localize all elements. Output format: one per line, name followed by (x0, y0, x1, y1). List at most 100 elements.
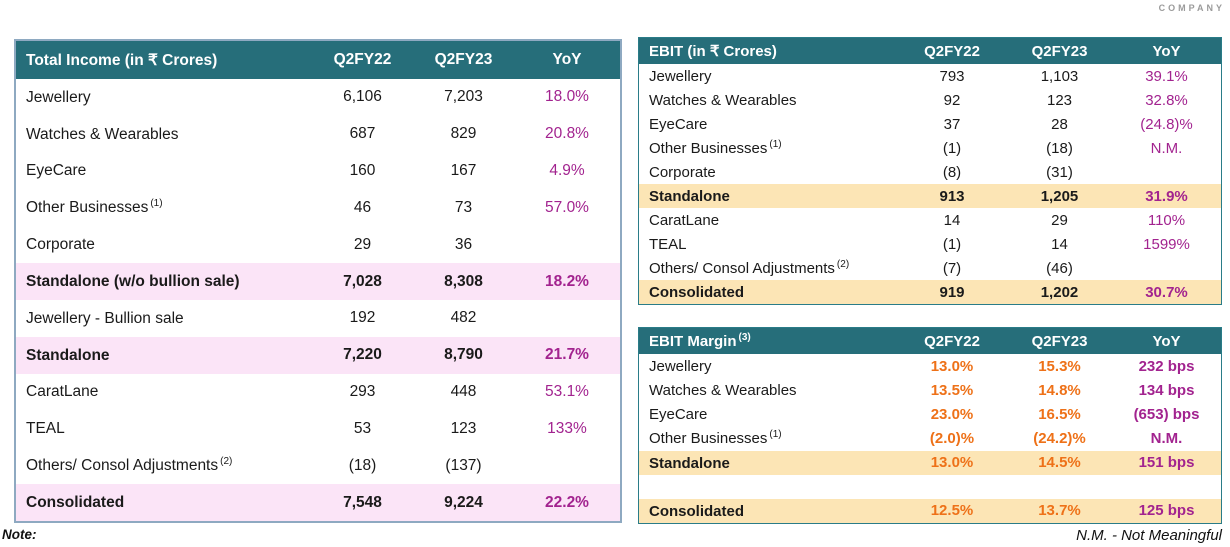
table-row: EyeCare 23.0% 16.5% (653) bps (639, 402, 1221, 427)
q2fy23-value: 36 (454, 235, 473, 253)
yoy-value: 22.2% (545, 493, 589, 511)
q2fy22-value: 23.0% (930, 405, 974, 423)
q2fy23-value: 29 (1051, 211, 1068, 229)
yoy-value: (653) bps (1133, 405, 1200, 423)
row-label: Consolidated (649, 284, 745, 301)
yoy-value: 20.8% (545, 125, 589, 143)
row-label: TEAL (26, 420, 65, 438)
footnote-marker: (2) (836, 259, 850, 270)
column-header-q2fy23: Q2FY23 (1031, 42, 1088, 60)
table-row-consolidated: Consolidated 7,548 9,224 22.2% (16, 484, 620, 521)
note-label: Note: (2, 527, 37, 542)
footnote-marker: (1) (769, 429, 782, 441)
q2fy22-value: (7) (942, 259, 962, 277)
column-header-q2fy22: Q2FY22 (333, 51, 392, 68)
table-row: Other Businesses (1) (1) (18) N.M. (639, 136, 1221, 160)
q2fy23-value: 829 (450, 125, 477, 143)
table-row: Watches & Wearables 687 829 20.8% (16, 115, 620, 153)
footnote-marker: (1) (769, 139, 782, 150)
q2fy23-value: 167 (450, 162, 477, 180)
yoy-value: 39.1% (1145, 67, 1188, 85)
table-title: EBIT (in ₹ Crores) (649, 43, 777, 60)
q2fy23-value: 7,203 (444, 88, 483, 106)
table-row: Other Businesses (1) (2.0)% (24.2)% N.M. (639, 426, 1221, 451)
table-row: EyeCare 160 167 4.9% (16, 152, 620, 190)
table-row-consolidated: Consolidated 919 1,202 30.7% (639, 280, 1221, 304)
footnote-marker: (3) (738, 332, 751, 343)
table-row: TEAL (1) 14 1599% (639, 232, 1221, 256)
ebit-table-header: EBIT (in ₹ Crores) Q2FY22 Q2FY23 YoY (639, 38, 1221, 64)
q2fy23-value: 1,103 (1040, 67, 1079, 85)
total-income-table: Total Income (in ₹ Crores) Q2FY22 Q2FY23… (14, 39, 622, 523)
yoy-value: 134 bps (1138, 381, 1195, 399)
q2fy22-value: (18) (348, 456, 377, 474)
row-label: Jewellery (649, 68, 712, 85)
q2fy23-value: (46) (1046, 259, 1073, 277)
row-label: EyeCare (26, 162, 87, 180)
table-title: Total Income (in ₹ Crores) (26, 51, 218, 69)
q2fy22-value: 7,028 (343, 272, 382, 290)
q2fy22-value: 6,106 (343, 88, 382, 106)
yoy-value: 151 bps (1138, 454, 1195, 472)
table-row-empty (639, 474, 1221, 499)
row-label: Watches & Wearables (649, 382, 797, 400)
yoy-value: 53.1% (545, 383, 589, 401)
q2fy22-value: 12.5% (930, 502, 974, 520)
row-label: Jewellery (26, 88, 91, 106)
row-label: Jewellery (649, 358, 712, 376)
row-label: EyeCare (649, 116, 708, 133)
q2fy23-value: 123 (450, 419, 477, 437)
row-label: Others/ Consol Adjustments (2) (26, 456, 233, 475)
q2fy23-value: 14.5% (1038, 454, 1081, 472)
yoy-value: 57.0% (545, 198, 589, 216)
column-header-yoy: YoY (1152, 332, 1181, 350)
table-row: Jewellery 6,106 7,203 18.0% (16, 79, 620, 116)
row-label: CaratLane (649, 212, 720, 229)
q2fy22-value: 46 (353, 198, 372, 216)
yoy-value: 133% (547, 419, 587, 437)
column-header-q2fy22: Q2FY22 (924, 42, 980, 60)
q2fy23-value: (137) (445, 456, 482, 474)
q2fy22-value: 13.0% (930, 454, 974, 472)
q2fy23-value: 1,205 (1040, 187, 1079, 205)
q2fy22-value: 7,220 (343, 346, 382, 364)
q2fy22-value: 13.5% (930, 381, 974, 399)
q2fy22-value: 53 (353, 419, 372, 437)
row-label: Corporate (649, 164, 716, 181)
yoy-value: N.M. (1150, 139, 1183, 157)
row-label: TEAL (649, 236, 687, 253)
q2fy23-value: 448 (450, 383, 477, 401)
table-row-consolidated: Consolidated 12.5% 13.7% 125 bps (639, 498, 1221, 523)
q2fy23-value: 14.8% (1038, 381, 1081, 399)
column-header-yoy: YoY (552, 51, 582, 68)
yoy-value: 18.0% (545, 88, 589, 106)
row-label: EyeCare (649, 406, 708, 424)
table-row: Watches & Wearables 92 123 32.8% (639, 88, 1221, 112)
table-row: Corporate 29 36 (16, 226, 620, 264)
q2fy22-value: 919 (939, 283, 965, 301)
q2fy22-value: 14 (943, 211, 961, 229)
q2fy23-value: 13.7% (1038, 502, 1081, 520)
yoy-value: 125 bps (1138, 502, 1195, 520)
q2fy23-value: (18) (1046, 139, 1073, 157)
yoy-value: 110% (1147, 211, 1186, 229)
row-label: Other Businesses (1) (649, 139, 782, 157)
yoy-value: N.M. (1150, 429, 1183, 447)
q2fy22-value: (8) (942, 163, 962, 181)
table-row: Jewellery 13.0% 15.3% 232 bps (639, 354, 1221, 379)
row-label: Standalone (649, 188, 730, 205)
row-label: Watches & Wearables (649, 92, 797, 109)
table-row: Other Businesses (1) 46 73 57.0% (16, 189, 620, 227)
table-row-standalone: Standalone 13.0% 14.5% 151 bps (639, 450, 1221, 475)
q2fy22-value: (1) (942, 235, 962, 253)
yoy-value: 32.8% (1145, 91, 1188, 109)
table-row: CaratLane 293 448 53.1% (16, 373, 620, 411)
table-row: Jewellery - Bullion sale 192 482 (16, 299, 620, 337)
column-header-q2fy23: Q2FY23 (1031, 332, 1088, 350)
table-row-standalone: Standalone 7,220 8,790 21.7% (16, 336, 620, 374)
q2fy23-value: 1,202 (1040, 283, 1079, 301)
q2fy22-value: 192 (349, 309, 376, 327)
row-label: Others/ Consol Adjustments (2) (649, 259, 850, 277)
table-row: Corporate (8) (31) (639, 160, 1221, 184)
table-row: Watches & Wearables 13.5% 14.8% 134 bps (639, 378, 1221, 403)
